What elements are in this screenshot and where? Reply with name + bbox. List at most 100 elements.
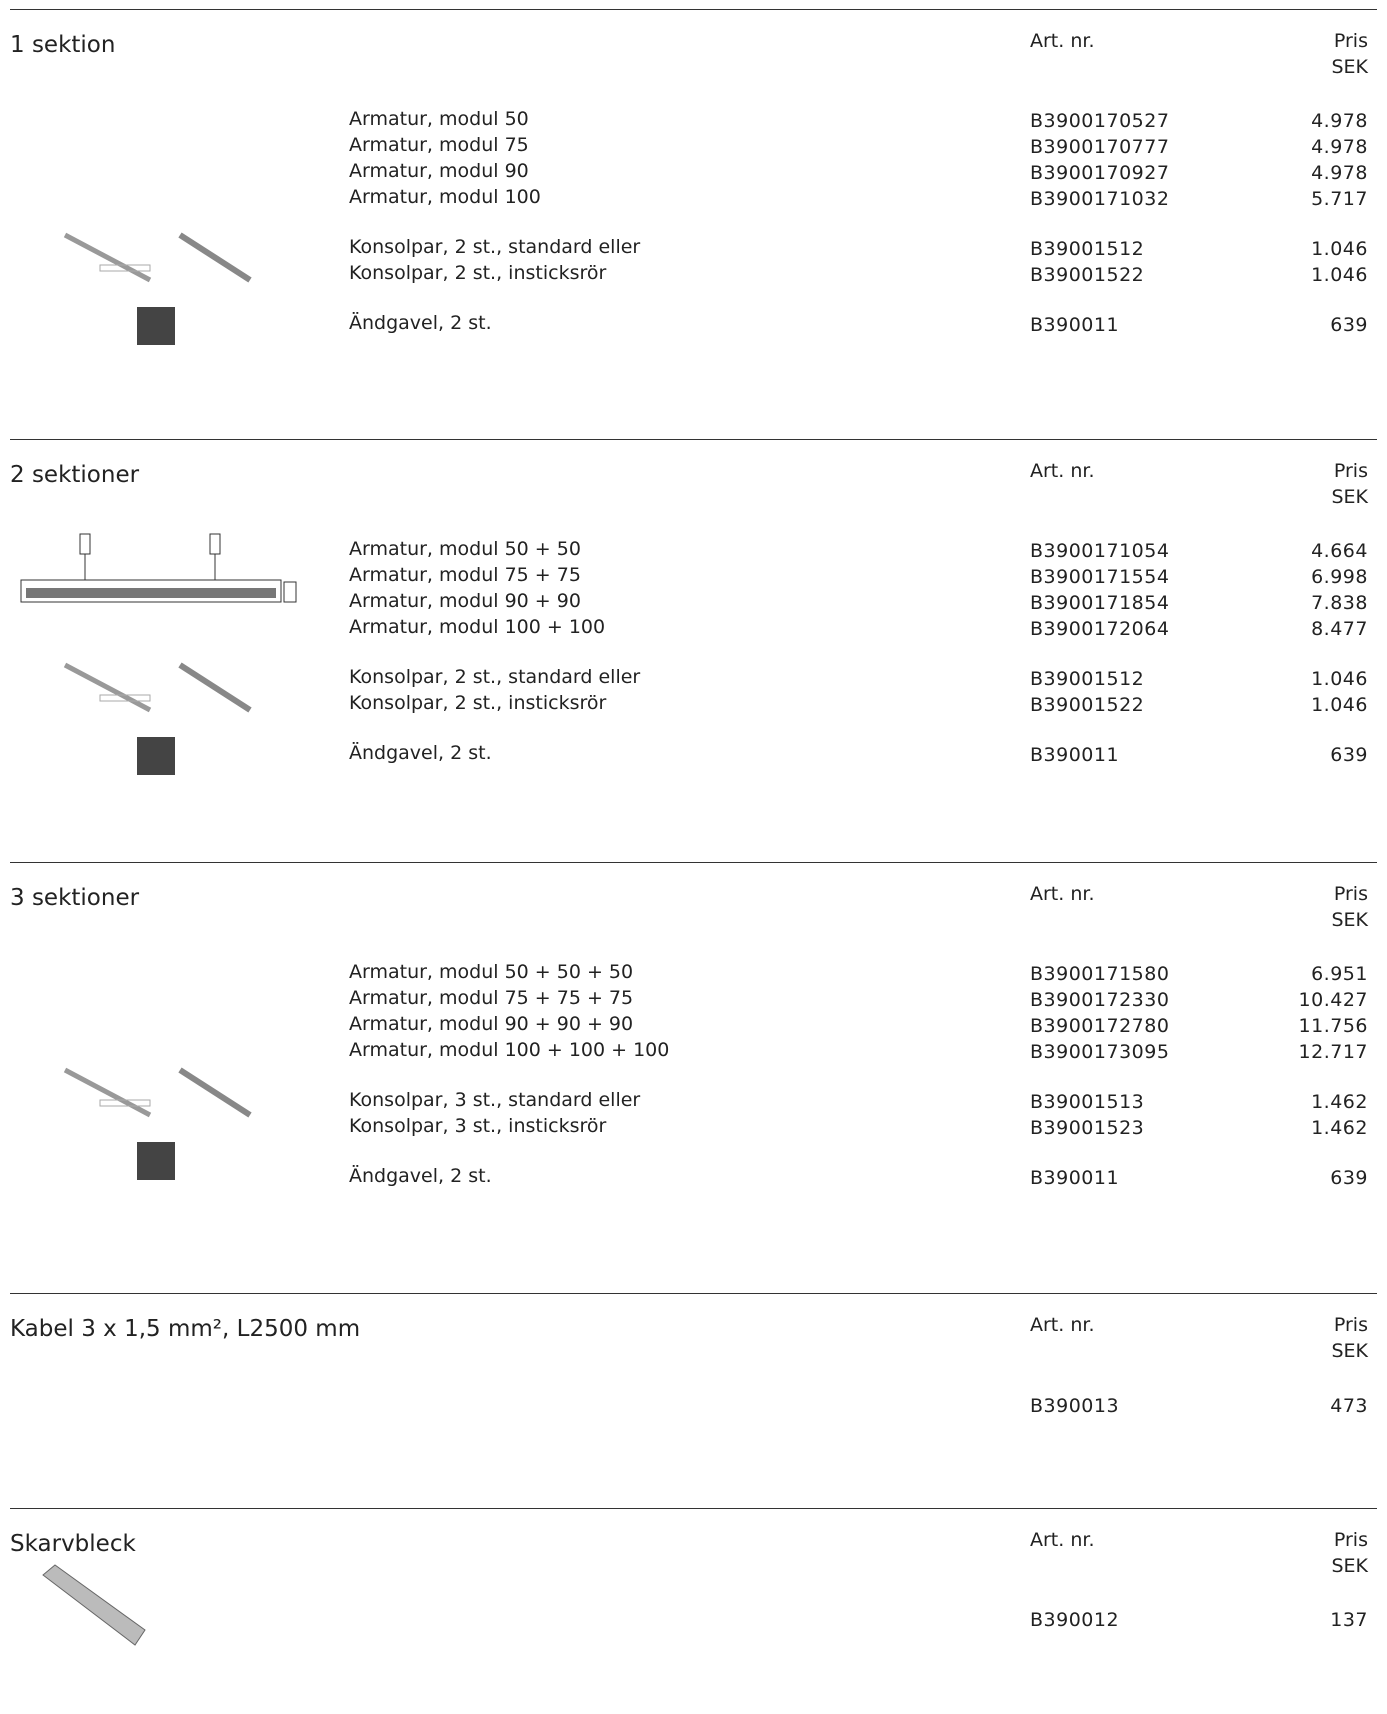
article-number: B390011: [1030, 1167, 1120, 1189]
article-number: B390011: [1030, 744, 1120, 766]
price: 6.951: [1311, 963, 1368, 985]
bracket-illustration: [63, 662, 252, 713]
fixture-illustration: [20, 533, 297, 603]
section-title: Skarvbleck: [10, 1531, 136, 1557]
price: 639: [1330, 744, 1368, 766]
article-number: B3900172780: [1030, 1015, 1170, 1037]
price: 639: [1330, 314, 1368, 336]
article-number: B3900172330: [1030, 989, 1170, 1011]
price-header: Pris: [1333, 460, 1368, 482]
art-header: Art. nr.: [1030, 30, 1095, 52]
price: 1.046: [1311, 668, 1368, 690]
article-number: B3900171554: [1030, 566, 1170, 588]
price-header: Pris: [1333, 30, 1368, 52]
article-number: B39001522: [1030, 694, 1145, 716]
section: Skarvbleck Art. nr. Pris SEK B390012 137: [10, 1508, 1377, 1631]
item-description: Konsolpar, 3 st., standard eller: [349, 1089, 641, 1111]
article-number: B39001512: [1030, 668, 1145, 690]
article-number: B3900171032: [1030, 188, 1170, 210]
section: Kabel 3 x 1,5 mm², L2500 mm Art. nr. Pris S…: [10, 1293, 1377, 1417]
price: 137: [1330, 1609, 1368, 1631]
article-number: B3900171854: [1030, 592, 1170, 614]
item-description: Konsolpar, 2 st., standard eller: [349, 666, 641, 688]
price: 4.978: [1311, 136, 1368, 158]
section-title: 3 sektioner: [10, 885, 140, 911]
section: 1 sektion Art. nr. Pris SEK Armatur, modul 5…: [10, 9, 1377, 336]
item-description: Armatur, modul 100 + 100: [349, 616, 606, 638]
item-description: Armatur, modul 90 + 90 + 90: [349, 1013, 634, 1035]
section: 3 sektioner Art. nr. Pris SEK Armatur, modul…: [10, 862, 1377, 1189]
article-number: B39001522: [1030, 264, 1145, 286]
item-description: Ändgavel, 2 st.: [349, 1165, 492, 1187]
price: 8.477: [1311, 618, 1368, 640]
bracket-illustration: [63, 232, 252, 283]
article-number: B39001513: [1030, 1091, 1145, 1113]
item-description: Konsolpar, 3 st., insticksrör: [349, 1115, 607, 1137]
section: 2 sektioner Art. nr. Pris SEK Armatur, modul…: [10, 439, 1377, 766]
article-number: B39001523: [1030, 1117, 1145, 1139]
section-title: 1 sektion: [10, 32, 116, 58]
price: 4.664: [1311, 540, 1368, 562]
price-header: Pris: [1333, 1314, 1368, 1336]
item-description: Ändgavel, 2 st.: [349, 312, 492, 334]
price-header-unit: SEK: [1331, 909, 1368, 931]
price: 639: [1330, 1167, 1368, 1189]
price: 10.427: [1298, 989, 1368, 1011]
art-header: Art. nr.: [1030, 1314, 1095, 1336]
article-number: B390013: [1030, 1395, 1120, 1417]
end-plate-illustration: [137, 1142, 175, 1180]
article-number: B3900170927: [1030, 162, 1170, 184]
item-description: Armatur, modul 100: [349, 186, 541, 208]
price: 11.756: [1298, 1015, 1368, 1037]
article-number: B39001512: [1030, 238, 1145, 260]
price-header-unit: SEK: [1331, 486, 1368, 508]
article-number: B390012: [1030, 1609, 1120, 1631]
price-header-unit: SEK: [1331, 56, 1368, 78]
joint-plate-illustration: [42, 1564, 146, 1646]
price: 12.717: [1298, 1041, 1368, 1063]
article-number: B3900171054: [1030, 540, 1170, 562]
price: 6.998: [1311, 566, 1368, 588]
price: 5.717: [1311, 188, 1368, 210]
art-header: Art. nr.: [1030, 1529, 1095, 1551]
article-number: B3900170777: [1030, 136, 1170, 158]
section-title: 2 sektioner: [10, 462, 140, 488]
bracket-illustration: [63, 1067, 252, 1118]
art-header: Art. nr.: [1030, 460, 1095, 482]
item-description: Armatur, modul 75: [349, 134, 529, 156]
end-plate-illustration: [137, 307, 175, 345]
article-number: B390011: [1030, 314, 1120, 336]
item-description: Armatur, modul 50: [349, 108, 529, 130]
price-header-unit: SEK: [1331, 1340, 1368, 1362]
article-number: B3900172064: [1030, 618, 1170, 640]
price: 1.046: [1311, 264, 1368, 286]
item-description: Armatur, modul 75 + 75: [349, 564, 581, 586]
item-description: Konsolpar, 2 st., insticksrör: [349, 692, 607, 714]
item-description: Armatur, modul 100 + 100 + 100: [349, 1039, 670, 1061]
price-header: Pris: [1333, 1529, 1368, 1551]
price-header-unit: SEK: [1331, 1555, 1368, 1577]
price: 1.462: [1311, 1091, 1368, 1113]
item-description: Armatur, modul 75 + 75 + 75: [349, 987, 634, 1009]
section-title: Kabel 3 x 1,5 mm², L2500 mm: [10, 1316, 361, 1342]
article-number: B3900170527: [1030, 110, 1170, 132]
price: 1.046: [1311, 694, 1368, 716]
article-number: B3900173095: [1030, 1041, 1170, 1063]
art-header: Art. nr.: [1030, 883, 1095, 905]
item-description: Armatur, modul 90 + 90: [349, 590, 581, 612]
item-description: Ändgavel, 2 st.: [349, 742, 492, 764]
item-description: Armatur, modul 90: [349, 160, 529, 182]
price-header: Pris: [1333, 883, 1368, 905]
price: 1.046: [1311, 238, 1368, 260]
price: 4.978: [1311, 162, 1368, 184]
item-description: Konsolpar, 2 st., insticksrör: [349, 262, 607, 284]
price: 4.978: [1311, 110, 1368, 132]
item-description: Armatur, modul 50 + 50: [349, 538, 581, 560]
item-description: Konsolpar, 2 st., standard eller: [349, 236, 641, 258]
price: 7.838: [1311, 592, 1368, 614]
price: 473: [1330, 1395, 1368, 1417]
end-plate-illustration: [137, 737, 175, 775]
article-number: B3900171580: [1030, 963, 1170, 985]
price: 1.462: [1311, 1117, 1368, 1139]
